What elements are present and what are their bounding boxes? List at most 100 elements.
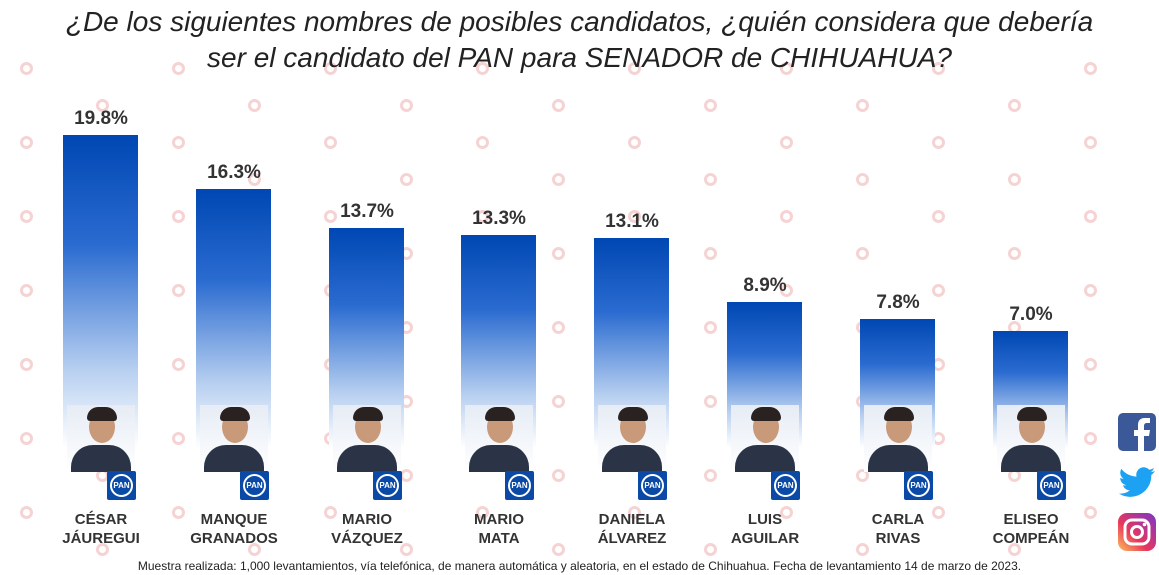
watermark-logo-icon: [1008, 247, 1021, 260]
pan-logo-icon: PAN: [240, 471, 269, 500]
pan-logo-icon: PAN: [904, 471, 933, 500]
candidate-name-first: MANQUE: [200, 511, 268, 528]
pan-logo-icon: PAN: [771, 471, 800, 500]
watermark-logo-icon: [932, 136, 945, 149]
party-label: PAN: [907, 474, 930, 497]
data-label: 19.8%: [74, 108, 128, 130]
chart-title-line1: ¿De los siguientes nombres de posibles c…: [65, 6, 1094, 37]
watermark-logo-icon: [400, 99, 413, 112]
candidate-photo: [731, 405, 799, 472]
candidate-name-last: RIVAS: [875, 530, 921, 547]
candidate-name-last: GRANADOS: [190, 530, 278, 547]
data-label: 7.8%: [876, 291, 920, 313]
watermark-logo-icon: [172, 136, 185, 149]
watermark-logo-icon: [704, 469, 717, 482]
watermark-logo-icon: [780, 136, 793, 149]
watermark-logo-icon: [780, 210, 793, 223]
candidate-name-first: ELISEO: [1003, 511, 1059, 528]
watermark-logo-icon: [172, 432, 185, 445]
watermark-logo-icon: [552, 173, 565, 186]
watermark-logo-icon: [172, 284, 185, 297]
watermark-logo-icon: [20, 284, 33, 297]
pan-logo-icon: PAN: [107, 471, 136, 500]
watermark-logo-icon: [1084, 284, 1097, 297]
watermark-logo-icon: [20, 358, 33, 371]
candidate-name-last: VÁZQUEZ: [331, 530, 403, 547]
candidate-name-first: CARLA: [871, 511, 925, 528]
data-label: 7.0%: [1009, 303, 1053, 325]
candidate-photo: [997, 405, 1065, 472]
facebook-icon[interactable]: [1117, 412, 1157, 452]
watermark-logo-icon: [172, 210, 185, 223]
watermark-logo-icon: [552, 321, 565, 334]
watermark-logo-icon: [476, 136, 489, 149]
watermark-logo-icon: [20, 136, 33, 149]
party-label: PAN: [110, 474, 133, 497]
watermark-logo-icon: [932, 210, 945, 223]
instagram-icon[interactable]: [1117, 512, 1157, 552]
watermark-logo-icon: [20, 210, 33, 223]
data-label: 13.1%: [605, 210, 659, 232]
pan-logo-icon: PAN: [373, 471, 402, 500]
party-label: PAN: [243, 474, 266, 497]
candidate-photo: [864, 405, 932, 472]
data-label: 13.7%: [340, 201, 394, 223]
watermark-logo-icon: [400, 173, 413, 186]
candidate-name-first: MARIO: [474, 511, 524, 528]
data-label: 16.3%: [207, 161, 261, 183]
watermark-logo-icon: [856, 173, 869, 186]
watermark-logo-icon: [552, 99, 565, 112]
candidate-photo: [200, 405, 268, 472]
party-label: PAN: [641, 474, 664, 497]
candidate-photo: [67, 405, 135, 472]
watermark-logo-icon: [856, 99, 869, 112]
candidate-name-last: JÁUREGUI: [62, 530, 140, 547]
candidate-name-last: MATA: [478, 530, 520, 547]
watermark-logo-icon: [1008, 173, 1021, 186]
watermark-logo-icon: [552, 469, 565, 482]
candidate-name-last: COMPEÁN: [992, 530, 1070, 547]
pan-logo-icon: PAN: [1037, 471, 1066, 500]
candidate-photo: [333, 405, 401, 472]
watermark-logo-icon: [704, 99, 717, 112]
watermark-logo-icon: [704, 321, 717, 334]
watermark-logo-icon: [704, 395, 717, 408]
watermark-logo-icon: [552, 395, 565, 408]
watermark-logo-icon: [856, 247, 869, 260]
footer-note: Muestra realizada: 1,000 levantamientos,…: [137, 559, 1022, 573]
candidate-name-first: LUIS: [747, 511, 783, 528]
bar: [196, 188, 271, 448]
watermark-logo-icon: [704, 247, 717, 260]
watermark-logo-icon: [324, 136, 337, 149]
chart-title-line2: ser el candidato del PAN para SENADOR de…: [207, 42, 952, 73]
candidate-name-first: MARIO: [342, 511, 392, 528]
candidate-photo: [598, 405, 666, 472]
watermark-logo-icon: [628, 136, 641, 149]
watermark-logo-icon: [704, 173, 717, 186]
party-label: PAN: [376, 474, 399, 497]
watermark-logo-icon: [1084, 136, 1097, 149]
watermark-logo-icon: [248, 99, 261, 112]
watermark-logo-icon: [20, 506, 33, 519]
data-label: 8.9%: [743, 274, 787, 296]
data-label: 13.3%: [472, 207, 526, 229]
twitter-icon[interactable]: [1117, 462, 1157, 502]
watermark-logo-icon: [172, 358, 185, 371]
bar: [63, 135, 138, 448]
watermark-logo-icon: [20, 432, 33, 445]
party-label: PAN: [1040, 474, 1063, 497]
watermark-logo-icon: [1084, 358, 1097, 371]
candidate-name-last: AGUILAR: [730, 530, 800, 547]
candidate-name-first: DANIELA: [598, 511, 666, 528]
party-label: PAN: [774, 474, 797, 497]
candidate-name-first: CÉSAR: [74, 511, 128, 528]
party-label: PAN: [508, 474, 531, 497]
candidate-photo: [465, 405, 533, 472]
watermark-logo-icon: [1084, 432, 1097, 445]
pan-logo-icon: PAN: [638, 471, 667, 500]
pan-logo-icon: PAN: [505, 471, 534, 500]
candidate-name-last: ÁLVAREZ: [597, 530, 667, 547]
watermark-logo-icon: [1084, 210, 1097, 223]
watermark-logo-icon: [552, 247, 565, 260]
